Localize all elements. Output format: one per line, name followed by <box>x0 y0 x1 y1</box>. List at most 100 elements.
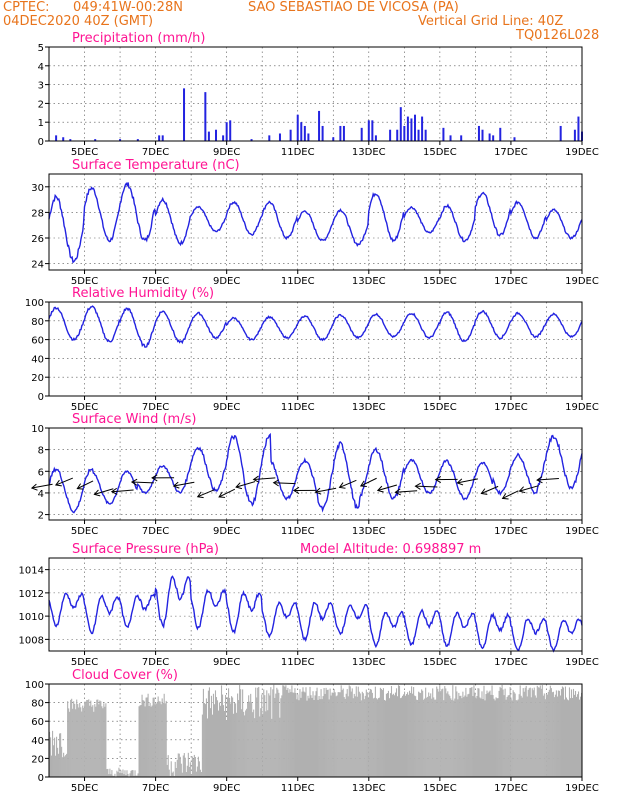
y-tick-label: 20 <box>31 373 44 384</box>
cloud-bar <box>317 699 319 777</box>
x-tick-label: 11DEC <box>281 657 315 668</box>
cloud-bar <box>139 705 141 777</box>
cloud-bar <box>464 695 466 777</box>
cloud-bar <box>451 699 453 777</box>
cloud-bar <box>398 685 401 777</box>
cloud-bar <box>168 769 170 777</box>
cloud-bar <box>577 691 580 777</box>
cloud-bar <box>83 707 85 777</box>
cloud-bar <box>291 685 293 777</box>
cloud-bar <box>263 689 265 777</box>
x-tick-label: 9DEC <box>213 783 240 794</box>
cloud-bar <box>377 698 379 777</box>
precip-bar <box>477 125 480 141</box>
cloud-bar <box>56 736 58 777</box>
cloud-bar <box>235 703 237 777</box>
cloud-bar <box>297 694 299 777</box>
cloud-bar <box>309 686 311 777</box>
cloud-bar <box>506 696 508 777</box>
precip-bar <box>215 129 218 141</box>
cloud-bar <box>233 713 235 777</box>
precip-bar <box>250 139 253 141</box>
precip-bar <box>488 133 491 141</box>
precip-bar <box>399 107 402 141</box>
x-tick-label: 13DEC <box>352 147 386 158</box>
cloud-bar <box>88 699 90 777</box>
wind-arrow-head <box>359 480 367 487</box>
cloud-bar <box>96 699 98 777</box>
cloud-bar <box>480 698 482 777</box>
cloud-bar <box>131 770 133 777</box>
cloud-bar <box>473 685 475 777</box>
cloud-bar <box>518 694 520 777</box>
cloud-bar <box>508 694 510 777</box>
cloud-bar <box>532 690 534 777</box>
cloud-bar <box>343 697 345 777</box>
cloud-bar <box>453 700 455 777</box>
cloud-bar <box>237 693 239 777</box>
cloud-bar <box>266 690 268 777</box>
cloud-bar <box>336 695 338 777</box>
cloud-bar <box>268 693 270 777</box>
cloud-bar <box>519 685 521 777</box>
precip-bar <box>119 139 122 141</box>
cloud-bar <box>293 692 295 777</box>
cloud-bar <box>169 775 171 777</box>
cloud-bar <box>418 691 420 777</box>
cloud-bar <box>471 687 473 777</box>
cloud-bar <box>225 720 228 777</box>
cloud-bar <box>287 687 289 777</box>
cloud-bar <box>241 709 243 777</box>
cloud-bar <box>376 699 378 777</box>
cloud-bar <box>549 685 551 777</box>
cloud-bar <box>488 691 490 777</box>
cloud-bar <box>487 693 489 777</box>
cloud-bar <box>514 693 516 777</box>
cloud-bar <box>166 764 168 777</box>
cloud-bar <box>528 688 530 777</box>
cloud-bar <box>142 700 144 777</box>
precip-bar <box>449 135 452 141</box>
cloud-bar <box>524 687 526 777</box>
cloud-bar <box>97 699 99 777</box>
cloud-bar <box>118 767 120 777</box>
cloud-bar <box>236 712 238 777</box>
cloud-bar <box>417 700 419 777</box>
wind-arrow <box>111 489 134 493</box>
x-tick-label: 13DEC <box>352 657 386 668</box>
wind-arrow-head <box>151 474 158 482</box>
cloud-bar <box>220 685 223 777</box>
cloud-bar <box>447 691 449 777</box>
cloud-bar <box>270 687 272 777</box>
panel-title-4: Surface Wind (m/s) <box>72 412 196 427</box>
panel-frame <box>48 173 583 271</box>
wind-arrow-head <box>235 482 243 490</box>
cloud-bar <box>269 695 271 777</box>
cloud-bar <box>134 770 136 777</box>
cloud-bar <box>356 696 358 777</box>
y-tick-label: 80 <box>31 699 44 710</box>
y-tick-label: 60 <box>31 717 44 728</box>
cloud-bar <box>185 772 187 777</box>
cloud-bar <box>232 697 234 777</box>
wind-arrow-head <box>130 478 138 486</box>
panel-subtitle-5: Model Altitude: 0.698897 m <box>300 542 481 557</box>
y-tick-label: 10 <box>31 424 44 435</box>
y-tick-label: 1010 <box>19 612 44 623</box>
cloud-bar <box>314 695 316 777</box>
cloud-bar <box>274 697 276 777</box>
cloud-bar <box>321 699 323 777</box>
cloud-bar <box>432 688 434 777</box>
cloud-bar <box>545 694 547 777</box>
cloud-bar <box>425 687 427 777</box>
cloud-bar <box>201 714 203 777</box>
cloud-bar <box>303 691 305 777</box>
cloud-bar <box>382 688 384 777</box>
cloud-bar <box>330 695 332 777</box>
wind-arrow <box>218 488 236 498</box>
y-tick-label: 28 <box>31 208 44 219</box>
header-source: CPTEC: <box>3 0 50 15</box>
cloud-bar <box>94 704 96 777</box>
cloud-bar <box>122 769 124 777</box>
x-tick-label: 11DEC <box>281 783 315 794</box>
